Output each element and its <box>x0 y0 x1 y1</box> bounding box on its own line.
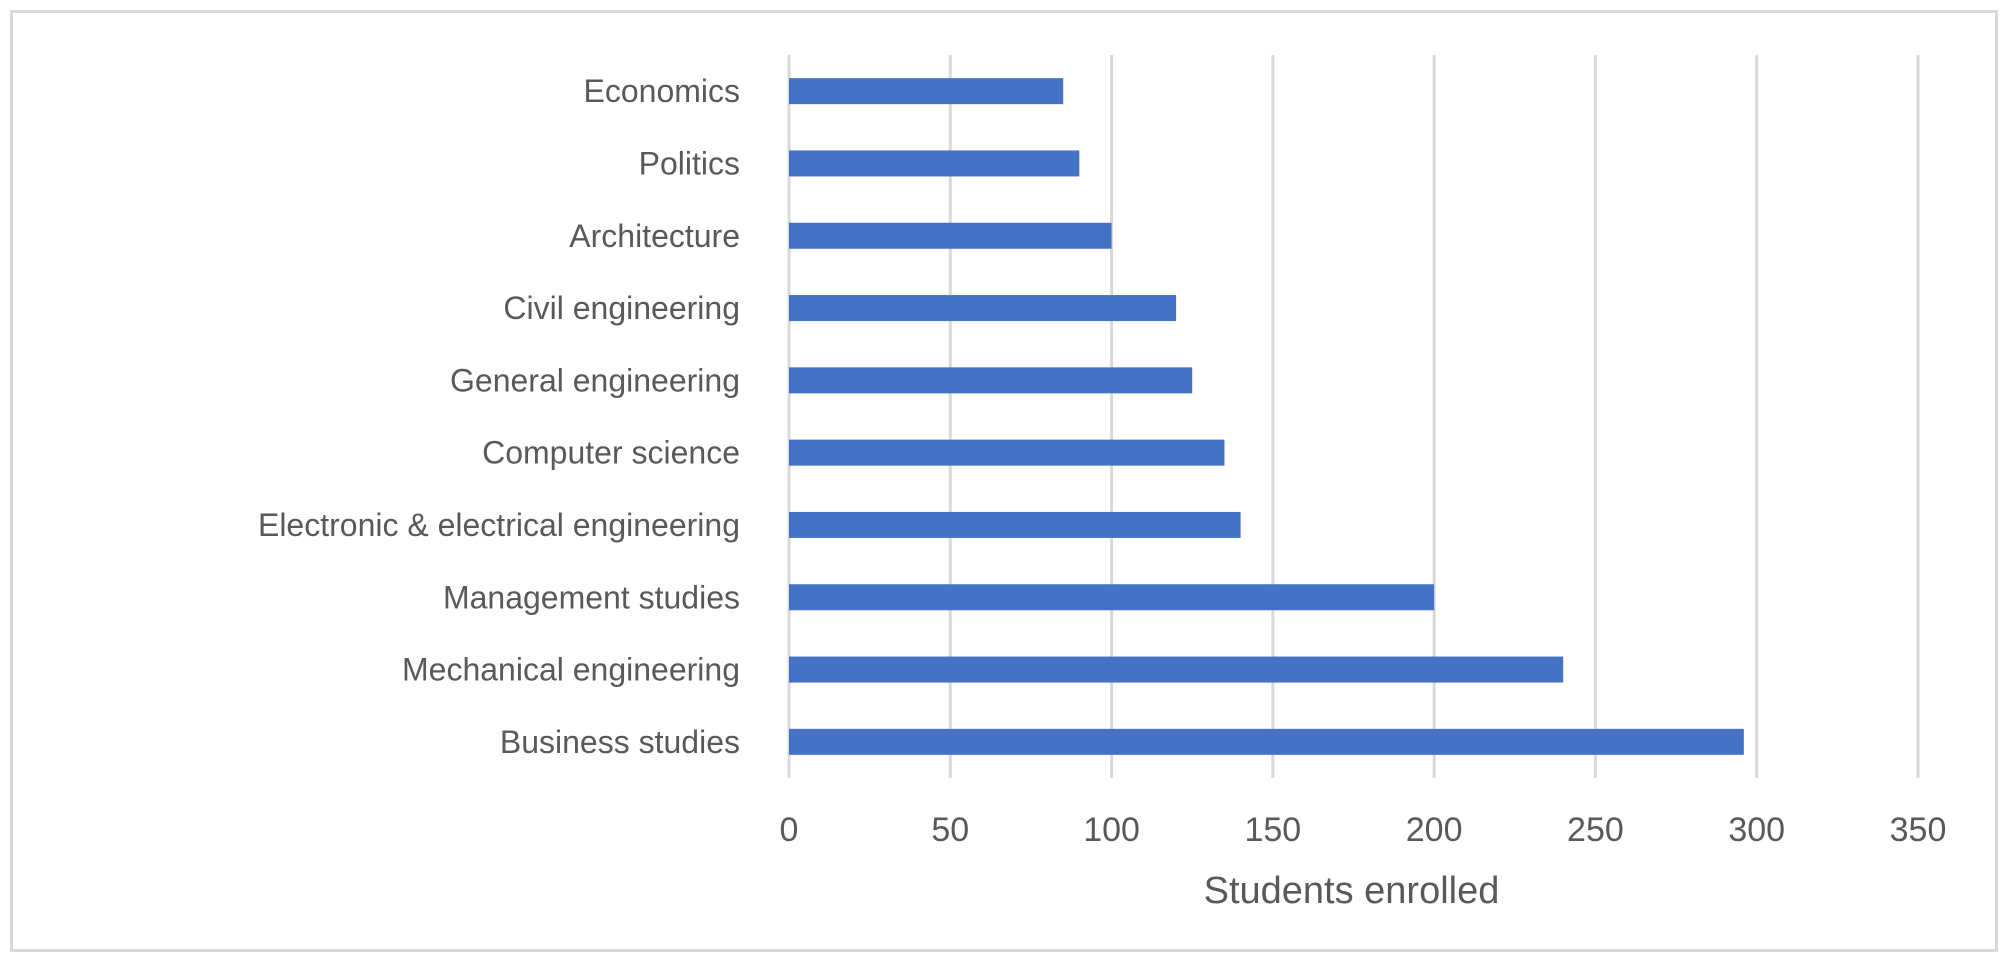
category-label: Management studies <box>443 579 740 615</box>
x-tick-label: 200 <box>1406 811 1463 849</box>
bar <box>789 78 1064 105</box>
x-tick-label: 50 <box>931 811 969 849</box>
category-label: Architecture <box>569 218 740 254</box>
category-label: Computer science <box>482 435 740 471</box>
category-label: Civil engineering <box>503 290 740 326</box>
category-label: Business studies <box>500 724 740 760</box>
bar <box>789 150 1080 177</box>
x-axis-title: Students enrolled <box>1204 870 1500 912</box>
bar <box>789 728 1744 755</box>
category-label: Economics <box>584 73 741 109</box>
x-tick-label: 250 <box>1567 811 1624 849</box>
bar <box>789 584 1435 611</box>
x-tick-labels: 0 50 100 150 200 250 300 350 <box>780 811 1947 849</box>
category-labels: Economics Politics Architecture Civil engin… <box>258 73 740 760</box>
bar <box>789 439 1225 466</box>
bar <box>789 511 1241 538</box>
category-label: Electronic & electrical engineering <box>258 507 740 543</box>
bars <box>789 78 1744 755</box>
x-tick-label: 100 <box>1083 811 1140 849</box>
x-tick-label: 350 <box>1890 811 1947 849</box>
category-label: Politics <box>639 145 740 181</box>
x-tick-label: 300 <box>1728 811 1785 849</box>
bar <box>789 222 1112 249</box>
x-tick-label: 0 <box>780 811 799 849</box>
bar <box>789 367 1193 394</box>
category-label: General engineering <box>450 362 740 398</box>
category-label: Mechanical engineering <box>402 652 740 688</box>
bar <box>789 656 1564 683</box>
bar <box>789 295 1177 322</box>
x-tick-label: 150 <box>1244 811 1301 849</box>
